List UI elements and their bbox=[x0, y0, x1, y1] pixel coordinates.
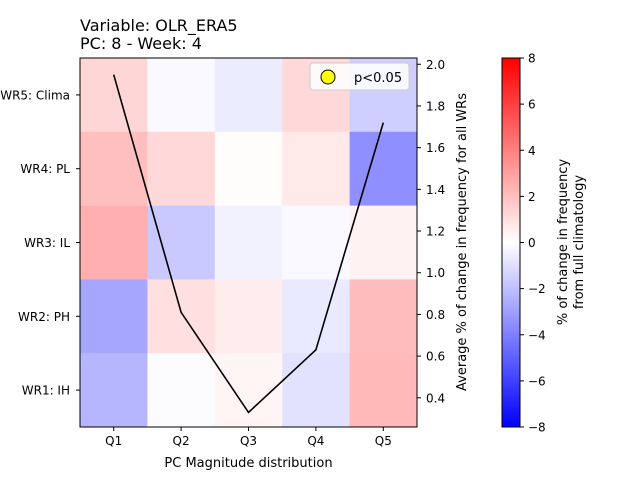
colorbar-tick-label: 0 bbox=[528, 236, 536, 250]
heatmap-cell bbox=[282, 353, 350, 428]
y2-tick-label: 1.4 bbox=[426, 183, 445, 197]
heatmap-cell bbox=[147, 279, 216, 354]
secondary-y-axis-ticks: 0.4 0.6 0.8 1.0 1.2 1.4 1.6 1.8 2.0 bbox=[417, 58, 445, 405]
heatmap-cell bbox=[282, 279, 350, 354]
heatmap-cell bbox=[214, 58, 283, 133]
heatmap-cell bbox=[349, 131, 418, 206]
heatmap-cell bbox=[282, 205, 350, 280]
y-tick-label: WR3: IL bbox=[24, 236, 70, 250]
colorbar-tick-label: 4 bbox=[528, 144, 536, 158]
legend: p<0.05 bbox=[309, 62, 410, 91]
heatmap-cell bbox=[80, 353, 148, 428]
chart-title-line-2: PC: 8 - Week: 4 bbox=[80, 34, 202, 53]
colorbar-tick-label: −2 bbox=[528, 282, 546, 296]
heatmap-cells bbox=[80, 58, 418, 428]
colorbar-tick-label: 2 bbox=[528, 190, 536, 204]
heatmap-cell bbox=[214, 279, 283, 354]
y2-tick-label: 1.0 bbox=[426, 266, 445, 280]
heatmap-cell bbox=[147, 205, 216, 280]
heatmap-cell bbox=[80, 131, 148, 206]
heatmap-cell bbox=[147, 131, 216, 206]
colorbar bbox=[501, 57, 521, 428]
x-axis-ticks: Q1 Q2 Q3 Q4 Q5 bbox=[105, 427, 392, 448]
y2-tick-label: 1.2 bbox=[426, 225, 445, 239]
heatmap-cell bbox=[349, 353, 418, 428]
colorbar-tick-label: −6 bbox=[528, 374, 546, 388]
legend-label: p<0.05 bbox=[354, 71, 402, 86]
heatmap-cell bbox=[80, 279, 148, 354]
colorbar-label-line-2: from full climatology bbox=[572, 175, 587, 309]
x-tick-label: Q3 bbox=[240, 434, 257, 448]
heatmap-cell bbox=[147, 58, 216, 133]
legend-marker bbox=[320, 69, 336, 85]
colorbar-tick-label: 6 bbox=[528, 98, 536, 112]
colorbar-tick-label: −4 bbox=[528, 328, 546, 342]
x-tick-label: Q4 bbox=[307, 434, 324, 448]
secondary-y-axis-label: Average % of change in frequency for all… bbox=[455, 93, 470, 391]
average-change-line bbox=[112, 74, 385, 414]
colorbar-tick-label: −8 bbox=[528, 421, 546, 435]
heatmap-cell bbox=[214, 131, 283, 206]
y-tick-label: WR2: PH bbox=[18, 310, 70, 324]
y2-tick-label: 1.8 bbox=[426, 99, 445, 113]
colorbar-ticks: −8 −6 −4 −2 0 2 4 6 8 bbox=[520, 52, 546, 435]
y2-tick-label: 0.8 bbox=[426, 308, 445, 322]
chart-title-line-1: Variable: OLR_ERA5 bbox=[80, 16, 238, 36]
y2-tick-label: 1.6 bbox=[426, 141, 445, 155]
x-axis-label: PC Magnitude distribution bbox=[164, 456, 332, 471]
y-tick-label: WR4: PL bbox=[20, 162, 70, 176]
x-tick-label: Q1 bbox=[105, 434, 122, 448]
heatmap-cell bbox=[147, 353, 216, 428]
y-tick-label: WR5: Clima bbox=[0, 88, 70, 102]
colorbar-tick-label: 8 bbox=[528, 52, 536, 66]
x-tick-label: Q5 bbox=[375, 434, 392, 448]
y-axis-row-labels: WR5: Clima WR4: PL WR3: IL WR2: PH WR1: IH bbox=[0, 88, 80, 398]
y-tick-label: WR1: IH bbox=[22, 384, 70, 398]
x-tick-label: Q2 bbox=[173, 434, 190, 448]
colorbar-label-line-1: % of change in frequency bbox=[556, 159, 571, 326]
heatmap-cell bbox=[80, 58, 148, 133]
y2-tick-label: 0.4 bbox=[426, 391, 445, 405]
heatmap-cell bbox=[349, 279, 418, 354]
y2-tick-label: 0.6 bbox=[426, 350, 445, 364]
legend-box bbox=[309, 62, 410, 91]
heatmap-cell bbox=[80, 205, 148, 280]
y2-tick-label: 2.0 bbox=[426, 58, 445, 72]
heatmap-cell bbox=[214, 205, 283, 280]
heatmap-cell bbox=[282, 131, 350, 206]
heatmap-cell bbox=[349, 205, 418, 280]
